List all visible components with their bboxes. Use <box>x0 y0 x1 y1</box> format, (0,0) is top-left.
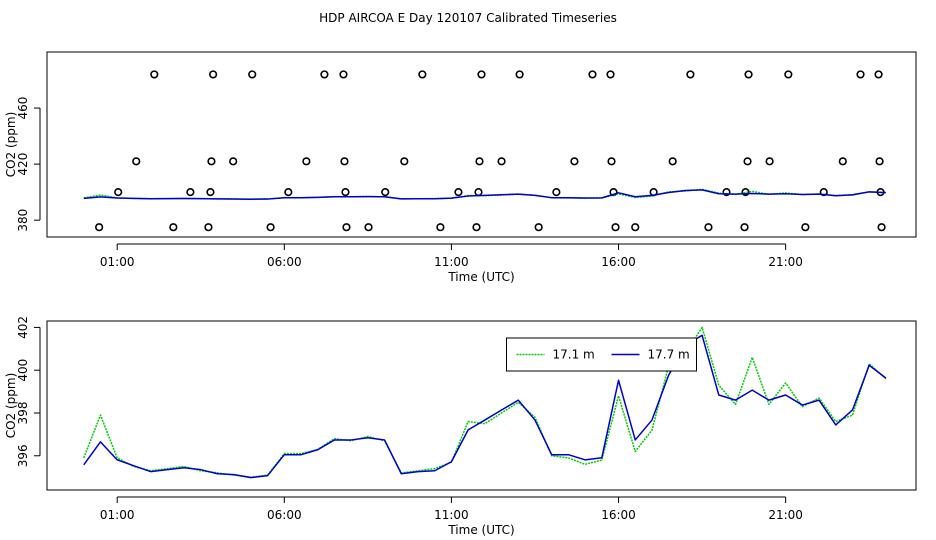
data-point <box>169 223 178 232</box>
data-line <box>83 326 887 478</box>
data-point <box>229 157 238 166</box>
data-point <box>436 223 445 232</box>
data-point <box>819 188 828 197</box>
data-point <box>668 157 677 166</box>
data-point <box>364 223 373 232</box>
data-point <box>474 188 483 197</box>
data-point <box>477 70 486 79</box>
data-point <box>741 188 750 197</box>
y-tick-label: 420 <box>16 153 30 176</box>
chart-title: HDP AIRCOA E Day 120107 Calibrated Times… <box>319 11 617 25</box>
y-tick-label: 398 <box>16 402 30 425</box>
x-tick-label: 06:00 <box>267 508 302 522</box>
x-tick-label: 21:00 <box>768 255 803 269</box>
data-point <box>204 223 213 232</box>
plot-box <box>46 320 917 491</box>
x-tick-label: 21:00 <box>768 508 803 522</box>
data-point <box>743 157 752 166</box>
x-tick-label: 06:00 <box>267 255 302 269</box>
data-point <box>418 70 427 79</box>
data-line <box>83 189 886 200</box>
y-tick-label: 460 <box>16 97 30 120</box>
data-point <box>765 157 774 166</box>
data-point <box>570 157 579 166</box>
data-point <box>631 223 640 232</box>
data-point <box>266 223 275 232</box>
data-point <box>686 70 695 79</box>
x-axis-label: Time (UTC) <box>447 270 514 284</box>
x-tick-label: 11:00 <box>434 255 469 269</box>
x-tick-label: 11:00 <box>434 508 469 522</box>
data-point <box>381 188 390 197</box>
data-point <box>132 157 141 166</box>
x-tick-label: 16:00 <box>601 255 636 269</box>
data-point <box>874 70 883 79</box>
data-point <box>320 70 329 79</box>
data-point <box>150 70 159 79</box>
y-tick-label: 396 <box>16 444 30 467</box>
data-line <box>83 334 887 479</box>
data-point <box>454 188 463 197</box>
data-point <box>284 188 293 197</box>
data-point <box>744 70 753 79</box>
data-point <box>552 188 561 197</box>
data-point <box>515 70 524 79</box>
data-point <box>475 157 484 166</box>
data-point <box>875 157 884 166</box>
data-point <box>497 157 506 166</box>
data-point <box>740 223 749 232</box>
data-point <box>342 223 351 232</box>
data-point <box>611 223 620 232</box>
data-point <box>534 223 543 232</box>
data-point <box>784 70 793 79</box>
data-point <box>302 157 311 166</box>
data-point <box>339 70 348 79</box>
data-point <box>400 157 409 166</box>
data-point <box>206 188 215 197</box>
legend-label: 17.1 m <box>553 348 595 362</box>
data-point <box>722 188 731 197</box>
data-point <box>588 70 597 79</box>
y-tick-label: 380 <box>16 209 30 232</box>
data-point <box>207 157 216 166</box>
data-point <box>340 157 349 166</box>
data-point <box>607 157 616 166</box>
legend-label: 17.7 m <box>648 348 690 362</box>
data-point <box>472 223 481 232</box>
data-point <box>877 223 886 232</box>
data-point <box>186 188 195 197</box>
data-point <box>248 70 257 79</box>
y-axis-label: CO2 (ppm) <box>4 112 18 178</box>
data-point <box>606 70 615 79</box>
x-tick-label: 16:00 <box>601 508 636 522</box>
data-point <box>801 223 810 232</box>
data-point <box>838 157 847 166</box>
data-point <box>114 188 123 197</box>
data-point <box>209 70 218 79</box>
y-tick-label: 402 <box>16 316 30 339</box>
data-point <box>341 188 350 197</box>
data-point <box>856 70 865 79</box>
x-tick-label: 01:00 <box>100 508 135 522</box>
x-tick-label: 01:00 <box>100 255 135 269</box>
plot-box <box>46 51 917 238</box>
y-axis-label: CO2 (ppm) <box>4 373 18 439</box>
x-axis-label: Time (UTC) <box>447 523 514 537</box>
y-tick-label: 400 <box>16 359 30 382</box>
data-point <box>95 223 104 232</box>
data-point <box>704 223 713 232</box>
